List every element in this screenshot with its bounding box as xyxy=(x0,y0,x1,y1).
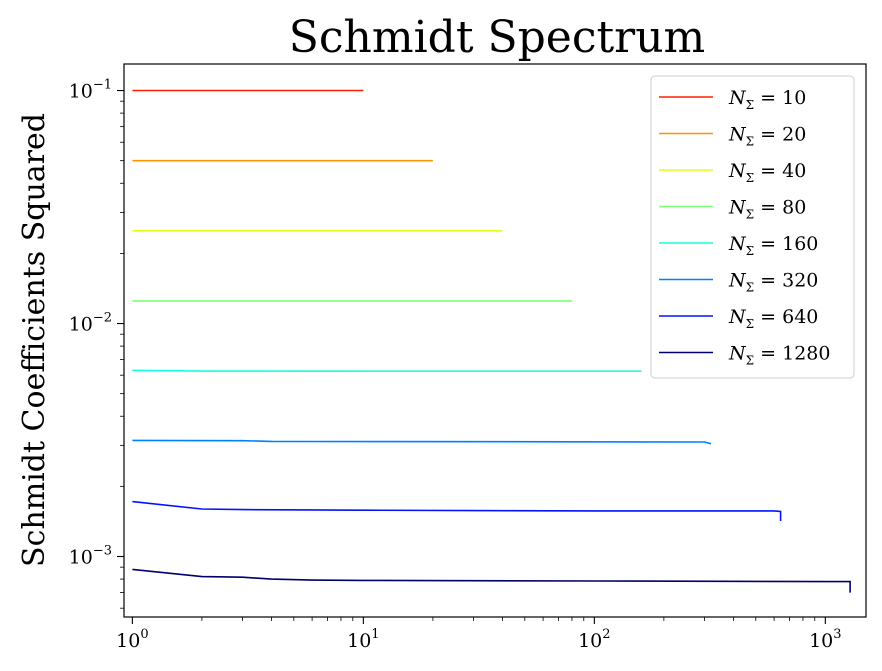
tick-label-base: 10 xyxy=(347,630,371,652)
legend-label-symbol: N xyxy=(728,87,747,109)
legend-label-40: NΣ = 40 xyxy=(728,160,806,185)
legend-label-symbol: N xyxy=(728,270,747,292)
legend-label-value: = 640 xyxy=(754,306,818,328)
legend-label-20: NΣ = 20 xyxy=(728,124,806,149)
legend-label-160: NΣ = 160 xyxy=(728,233,818,258)
x-tick-label: 101 xyxy=(347,627,379,652)
tick-label-base: 10 xyxy=(116,630,140,652)
legend-label-value: = 10 xyxy=(754,87,806,109)
legend-label-symbol: N xyxy=(728,306,747,328)
legend-label-subscript: Σ xyxy=(746,135,754,149)
legend-label-value: = 40 xyxy=(754,160,806,182)
chart-title: Schmidt Spectrum xyxy=(289,12,706,63)
legend-label-symbol: N xyxy=(728,160,747,182)
tick-label-exponent: 1 xyxy=(371,627,379,642)
series-line-1280 xyxy=(132,568,851,593)
tick-label-base: 10 xyxy=(578,630,602,652)
legend-label-subscript: Σ xyxy=(746,244,754,258)
tick-label-base: 10 xyxy=(69,547,93,569)
legend-label-subscript: Σ xyxy=(746,208,754,222)
x-tick-label: 100 xyxy=(116,627,148,652)
legend-label-subscript: Σ xyxy=(746,354,754,368)
legend-box xyxy=(650,75,855,379)
legend-label-value: = 320 xyxy=(754,270,818,292)
plot-area xyxy=(132,89,851,593)
tick-label-exponent: −2 xyxy=(93,311,112,326)
legend-label-symbol: N xyxy=(728,233,747,255)
tick-label-base: 10 xyxy=(809,630,833,652)
x-tick-label: 102 xyxy=(578,627,610,652)
legend-label-value: = 1280 xyxy=(754,343,830,365)
series-line-160 xyxy=(132,369,642,372)
legend-label-1280: NΣ = 1280 xyxy=(728,343,830,368)
plot-frame xyxy=(123,63,867,618)
legend-label-symbol: N xyxy=(728,343,747,365)
legend-label-10: NΣ = 10 xyxy=(728,87,806,112)
legend-label-subscript: Σ xyxy=(746,281,754,295)
series-line-640 xyxy=(132,500,782,521)
legend-label-320: NΣ = 320 xyxy=(728,270,818,295)
legend-label-subscript: Σ xyxy=(746,317,754,331)
tick-label-base: 10 xyxy=(69,314,93,336)
legend-label-symbol: N xyxy=(728,124,747,146)
legend-label-value: = 20 xyxy=(754,124,806,146)
y-tick-label: 10−3 xyxy=(69,544,112,569)
legend-label-subscript: Σ xyxy=(746,98,754,112)
legend-label-value: = 80 xyxy=(754,197,806,219)
y-axis-label: Schmidt Coefficients Squared xyxy=(17,113,52,567)
tick-label-exponent: −1 xyxy=(93,78,112,93)
x-tick-label: 103 xyxy=(809,627,841,652)
series-line-320 xyxy=(132,439,712,445)
tick-label-exponent: 0 xyxy=(140,627,148,642)
legend-label-symbol: N xyxy=(728,197,747,219)
y-tick-label: 10−2 xyxy=(69,311,112,336)
legend-label-80: NΣ = 80 xyxy=(728,197,806,222)
legend-label-subscript: Σ xyxy=(746,171,754,185)
legend-label-640: NΣ = 640 xyxy=(728,306,818,331)
tick-label-exponent: −3 xyxy=(93,544,112,559)
y-tick-label: 10−1 xyxy=(69,78,112,103)
tick-label-exponent: 3 xyxy=(833,627,841,642)
legend-label-value: = 160 xyxy=(754,233,818,255)
tick-label-base: 10 xyxy=(69,81,93,103)
tick-label-exponent: 2 xyxy=(602,627,610,642)
